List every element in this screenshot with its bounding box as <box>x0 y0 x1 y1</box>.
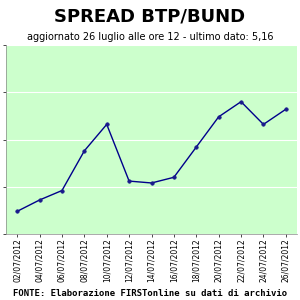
Text: SPREAD BTP/BUND: SPREAD BTP/BUND <box>54 8 246 26</box>
Text: aggiornato 26 luglio alle ore 12 - ultimo dato: 5,16: aggiornato 26 luglio alle ore 12 - ultim… <box>27 32 273 41</box>
Text: FONTE: Elaborazione FIRSTonline su dati di archivio: FONTE: Elaborazione FIRSTonline su dati … <box>13 290 287 298</box>
